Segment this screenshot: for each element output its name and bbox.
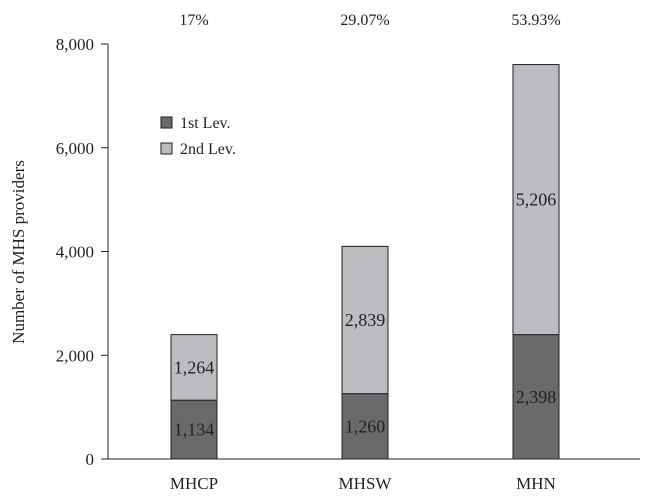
y-tick-label: 6,000	[56, 139, 94, 158]
bar-segment-mhsw-1	[341, 393, 389, 460]
percent-label: 17%	[179, 12, 208, 29]
legend-label: 1st Lev.	[180, 115, 231, 132]
data-label: 5,206	[516, 190, 557, 210]
bar-segment-mhcp-1	[170, 399, 218, 460]
bar-segment-mhn-2	[512, 64, 560, 336]
x-tick-label: MHSW	[339, 474, 393, 493]
percent-label: 53.93%	[511, 12, 560, 29]
legend: 1st Lev. 2nd Lev.	[160, 115, 236, 158]
bar-segment-mhsw-2	[341, 245, 389, 395]
legend-swatch-2	[160, 142, 173, 155]
data-label: 2,398	[516, 387, 557, 407]
legend-label: 2nd Lev.	[180, 141, 236, 158]
bar-segment-mhn-1	[512, 334, 560, 460]
percent-label: 29.07%	[340, 12, 389, 29]
data-label: 2,839	[345, 310, 386, 330]
y-axis-title: Number of MHS providers	[9, 160, 28, 344]
y-tick-label: 0	[86, 450, 95, 469]
x-tick-label: MHCP	[170, 474, 218, 493]
data-label: 1,264	[174, 357, 215, 377]
x-tick-label: MHN	[516, 474, 556, 493]
data-label: 1,134	[174, 420, 215, 440]
data-label: 1,260	[345, 416, 386, 436]
bars	[170, 64, 560, 460]
y-tick-label: 8,000	[56, 35, 94, 54]
bar-segment-mhcp-2	[170, 334, 218, 401]
y-tick-label: 2,000	[56, 346, 94, 365]
labels: 0 2,000 4,000 6,000 8,000 1,134 1,264 MHCP 17% 1,…	[56, 12, 561, 493]
legend-swatch-1	[160, 116, 173, 129]
y-tick-label: 4,000	[56, 243, 94, 262]
